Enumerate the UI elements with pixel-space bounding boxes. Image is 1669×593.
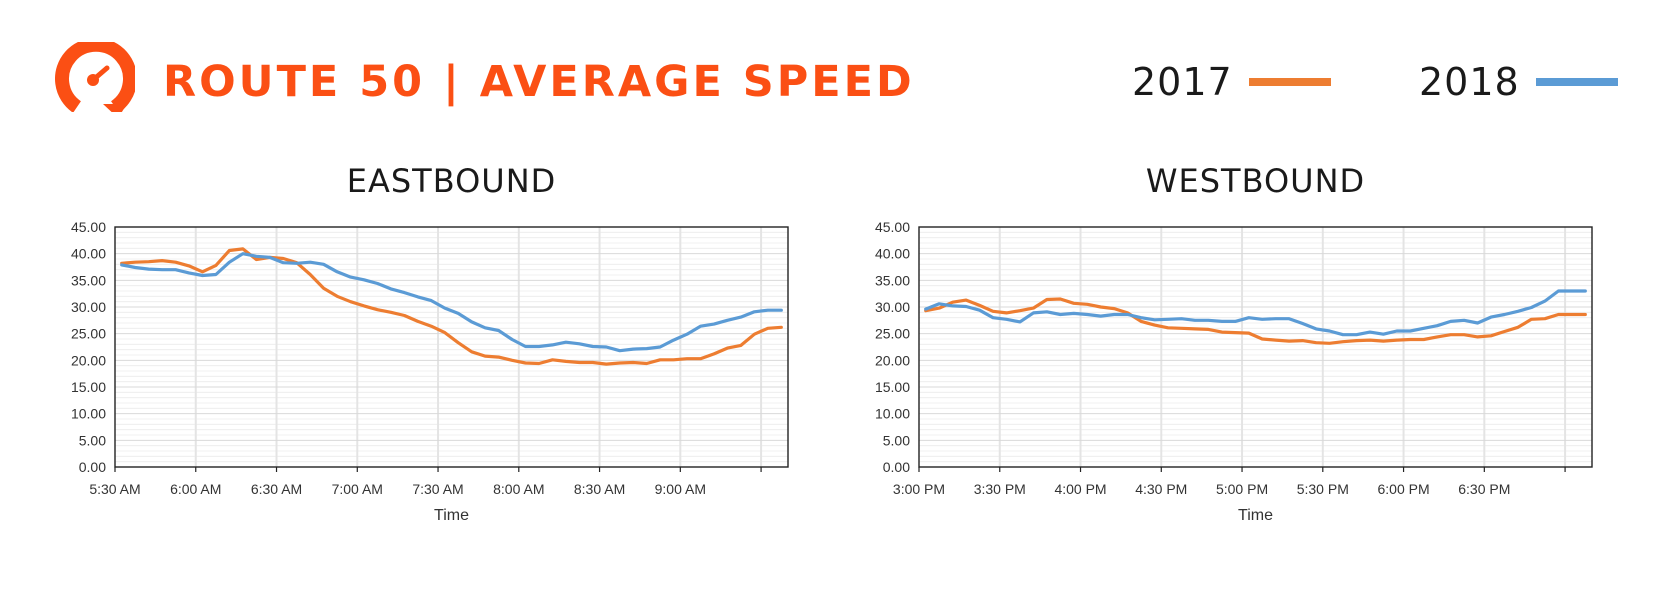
legend-swatch-2018 <box>1535 78 1618 86</box>
x-axis-label: Time <box>434 507 469 524</box>
legend-label-2017: 2017 <box>1132 60 1233 104</box>
y-tick-label: 10.00 <box>875 406 910 422</box>
eastbound-chart: EASTBOUND 0.00 5.00 10.00 15.00 20.00 25.00 30.… <box>71 162 789 524</box>
y-tick-label: 20.00 <box>875 352 910 368</box>
x-tick-label: 5:30 PM <box>1297 481 1349 497</box>
chart-title: EASTBOUND <box>347 162 557 200</box>
chart-title: WESTBOUND <box>1146 162 1365 200</box>
x-tick-label: 7:00 AM <box>332 481 383 497</box>
x-tick-label: 6:00 PM <box>1377 481 1429 497</box>
legend-label-2018: 2018 <box>1419 60 1520 104</box>
x-tick-label: 5:00 PM <box>1216 481 1268 497</box>
x-tick-label: 6:30 AM <box>251 481 302 497</box>
y-tick-label: 5.00 <box>79 432 106 448</box>
x-tick-label: 8:00 AM <box>493 481 544 497</box>
y-tick-label: 5.00 <box>883 432 910 448</box>
x-tick-label: 9:00 AM <box>655 481 706 497</box>
y-tick-label: 25.00 <box>875 326 910 342</box>
series-line-2018 <box>924 289 1587 337</box>
x-tick-label: 6:00 AM <box>170 481 221 497</box>
plot-frame <box>114 226 789 468</box>
x-tick-label: 5:30 AM <box>89 481 140 497</box>
legend-swatch-2017 <box>1248 78 1331 86</box>
y-tick-label: 45.00 <box>71 219 106 235</box>
plot-frame <box>918 226 1593 468</box>
x-tick-label: 6:30 PM <box>1458 481 1510 497</box>
y-tick-label: 0.00 <box>79 459 106 475</box>
y-tick-label: 30.00 <box>875 299 910 315</box>
x-tick-label: 8:30 AM <box>574 481 625 497</box>
series-line-2017 <box>924 297 1587 345</box>
x-tick-label: 4:30 PM <box>1135 481 1187 497</box>
westbound-chart: WESTBOUND 0.00 5.00 10.00 15.00 20.00 25.00 30.… <box>875 162 1593 524</box>
x-tick-label: 4:00 PM <box>1054 481 1106 497</box>
page-title: ROUTE 50 | AVERAGE SPEED <box>163 57 915 107</box>
y-tick-label: 40.00 <box>875 246 910 262</box>
y-tick-label: 35.00 <box>875 272 910 288</box>
series-line-2018 <box>120 252 783 353</box>
legend-item-2018: 2018 <box>1419 60 1618 104</box>
x-axis-label: Time <box>1238 507 1273 524</box>
legend-item-2017: 2017 <box>1132 60 1331 104</box>
x-tick-label: 7:30 AM <box>412 481 463 497</box>
y-tick-label: 25.00 <box>71 326 106 342</box>
x-tick-label: 3:30 PM <box>974 481 1026 497</box>
y-tick-label: 35.00 <box>71 272 106 288</box>
y-tick-label: 0.00 <box>883 459 910 475</box>
y-tick-label: 10.00 <box>71 406 106 422</box>
y-tick-label: 40.00 <box>71 246 106 262</box>
x-tick-label: 3:00 PM <box>893 481 945 497</box>
speedometer-icon <box>55 42 135 112</box>
series-line-2017 <box>120 247 783 366</box>
y-tick-label: 20.00 <box>71 352 106 368</box>
y-tick-label: 30.00 <box>71 299 106 315</box>
y-tick-label: 15.00 <box>875 379 910 395</box>
y-tick-label: 45.00 <box>875 219 910 235</box>
y-tick-label: 15.00 <box>71 379 106 395</box>
